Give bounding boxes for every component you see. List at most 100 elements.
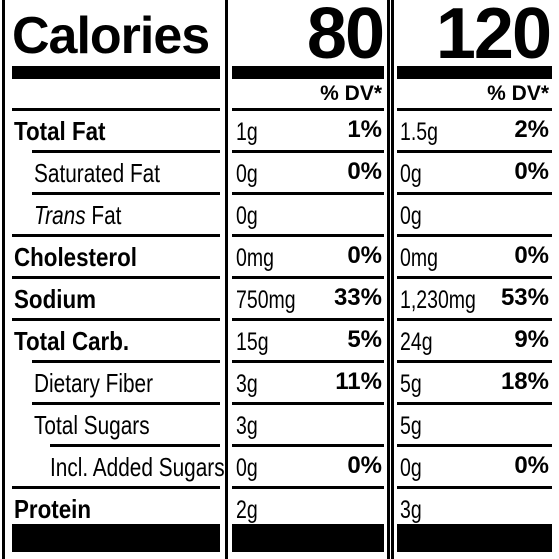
amount-col1: 3g [236,412,258,440]
row-rule-label [12,276,220,279]
nutrient-name: Protein [14,494,92,524]
row-rule-label [12,234,220,237]
amount-col1: 2g [236,496,258,524]
row-rule-col1 [232,234,384,237]
row-rule-col2 [397,360,552,363]
nutrient-label: Protein [14,488,91,530]
thick-bar-label [12,66,220,79]
nutrient-name: Total Sugars [34,410,150,440]
row-rule-col2 [397,108,552,111]
amount-col2: 0mg [400,244,438,272]
amount-col2: 1,230mg [400,286,476,314]
row-rule-label [32,192,220,195]
row-rule-col1 [232,192,384,195]
row-rule-col2 [397,150,552,153]
row-rule-col1 [232,150,384,153]
nutrient-label: Total Sugars [34,404,150,446]
amount-col1: 0g [236,202,258,230]
row-rule-label [12,108,220,111]
dv-header-col2: % DV* [487,82,549,105]
row-rule-col2 [397,444,552,447]
amount-col1: 0g [236,160,258,188]
nutrient-label: Total Fat [14,110,106,152]
column-divider-2 [387,0,390,559]
dv-header-col1: % DV* [320,82,382,105]
dv-percent-col1: 5% [347,326,382,353]
dv-percent-col2: 53% [500,284,549,311]
amount-col2: 0g [400,454,422,482]
amount-col1: 0mg [236,244,274,272]
row-rule-col2 [397,234,552,237]
amount-col2: 0g [400,160,422,188]
amount-col2: 24g [400,328,433,356]
row-rule-col2 [397,486,552,489]
bottom-bar-col2 [397,524,552,552]
amount-col1: 15g [236,328,269,356]
nutrient-name: Total Carb. [14,326,130,356]
bottom-bar-col1 [232,524,384,552]
amount-col2: 5g [400,412,422,440]
amount-col1: 1g [236,118,258,146]
dv-percent-col1: 11% [335,368,382,395]
nutrient-name: Dietary Fiber [34,368,154,398]
row-rule-col1 [232,276,384,279]
nutrient-name: Saturated Fat [34,158,161,188]
bottom-bar-label [12,524,220,552]
nutrient-name: Fat [85,200,122,230]
dv-percent-col2: 0% [514,158,549,185]
left-border [2,0,5,559]
nutrient-label: Total Carb. [14,320,129,362]
dv-percent-col2: 0% [514,242,549,269]
row-rule-col1 [232,444,384,447]
dv-percent-col1: 0% [347,158,382,185]
dv-percent-col1: 33% [333,284,382,311]
row-rule-col1 [232,318,384,321]
nutrient-name: Cholesterol [14,242,138,272]
amount-col2: 5g [400,370,422,398]
dv-percent-col2: 18% [500,368,549,395]
nutrient-label: Incl. Added Sugars [50,446,225,488]
row-rule-label [32,402,220,405]
nutrient-label: Saturated Fat [34,152,160,194]
nutrient-label-italic: Trans [34,200,86,230]
amount-col1: 750mg [236,286,296,314]
calories-value-col1: 80 [306,0,385,74]
thick-bar-col2 [397,66,552,79]
calories-label: Calories [12,7,210,65]
nutrient-label: Sodium [14,278,96,320]
dv-percent-col2: 9% [514,326,549,353]
row-rule-label [32,150,220,153]
amount-col1: 3g [236,370,258,398]
nutrient-name: Sodium [14,284,96,314]
row-rule-col2 [397,402,552,405]
amount-col2: 0g [400,202,422,230]
row-rule-col2 [397,276,552,279]
nutrient-label: Cholesterol [14,236,137,278]
dv-percent-col2: 2% [514,116,549,143]
nutrient-name: Incl. Added Sugars [50,452,225,482]
row-rule-col2 [397,192,552,195]
row-rule-col1 [232,486,384,489]
dv-percent-col1: 0% [347,452,382,479]
nutrient-name: Total Fat [14,116,106,146]
row-rule-label [12,318,220,321]
dv-percent-col1: 0% [347,242,382,269]
row-rule-col1 [232,360,384,363]
nutrient-label: Trans Fat [34,194,121,236]
column-divider-1 [225,0,228,559]
column-divider-2b [391,0,394,559]
row-rule-col1 [232,402,384,405]
dv-percent-col1: 1% [347,116,382,143]
row-rule-label [32,360,220,363]
calories-value-col2: 120 [435,0,552,74]
amount-col1: 0g [236,454,258,482]
thick-bar-col1 [232,66,384,79]
nutrient-label: Dietary Fiber [34,362,153,404]
dv-percent-col2: 0% [514,452,549,479]
amount-col2: 3g [400,496,422,524]
row-rule-col1 [232,108,384,111]
amount-col2: 1.5g [400,118,438,146]
row-rule-label [50,444,220,447]
row-rule-label [12,486,220,489]
row-rule-col2 [397,318,552,321]
